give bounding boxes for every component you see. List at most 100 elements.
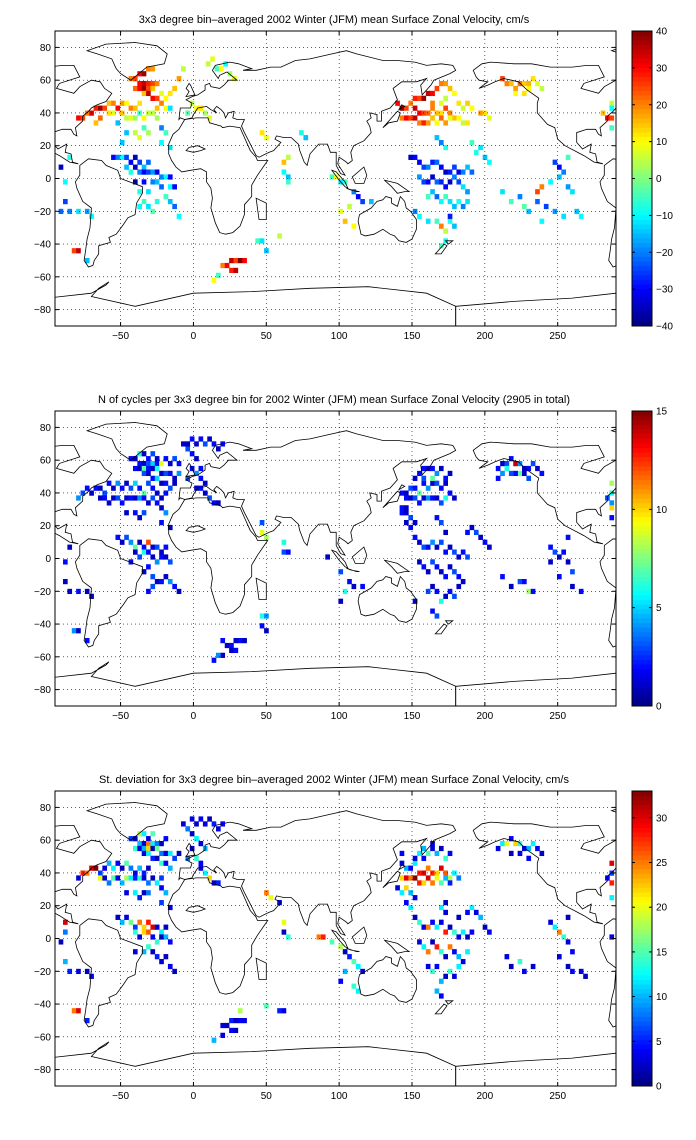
colorbar-swatch (632, 604, 652, 610)
data-cell (146, 929, 151, 935)
colorbar-swatch (632, 1016, 652, 1022)
data-cell (425, 544, 431, 550)
data-cell (526, 85, 532, 92)
data-cell (194, 456, 199, 462)
data-cell (434, 544, 440, 550)
colorbar-swatch (632, 827, 652, 833)
colorbar-swatch (632, 933, 652, 939)
data-cell (430, 939, 435, 945)
data-cell (119, 485, 125, 491)
data-cell (430, 465, 435, 472)
colorbar-swatch (632, 692, 652, 698)
data-cell (137, 203, 142, 210)
data-cell (583, 973, 588, 979)
data-cell (141, 90, 147, 97)
data-cell (482, 110, 488, 116)
data-cell (460, 929, 466, 935)
data-cell (259, 238, 265, 244)
data-cell (565, 963, 571, 970)
data-cell (159, 958, 164, 965)
data-cell (124, 510, 129, 516)
data-cell (189, 451, 195, 457)
data-cell (347, 578, 352, 585)
data-cell (93, 485, 99, 491)
data-cell (434, 963, 440, 970)
data-cell (443, 973, 448, 979)
data-cell (132, 836, 138, 842)
coastline (357, 575, 417, 623)
data-cell (232, 76, 237, 82)
data-cell (189, 831, 195, 837)
colorbar-swatch (632, 979, 652, 985)
data-cell (207, 436, 212, 442)
colorbar-swatch (632, 832, 652, 838)
data-cell (325, 554, 330, 560)
data-cell (172, 583, 177, 590)
data-cell (93, 105, 99, 111)
data-cell (159, 174, 164, 180)
data-cell (526, 855, 532, 861)
data-cell (443, 929, 448, 935)
colorbar-swatch (632, 215, 652, 221)
data-cell (425, 179, 431, 185)
data-cell (465, 164, 470, 170)
data-cell (132, 105, 138, 111)
data-cell (146, 460, 151, 467)
data-cell (159, 470, 164, 477)
data-cell (342, 968, 348, 975)
data-cell (430, 559, 435, 565)
data-cell (119, 539, 125, 545)
data-cell (443, 228, 448, 234)
data-cell (141, 510, 147, 516)
data-cell (456, 179, 462, 185)
y-tick-label: 0 (45, 174, 51, 185)
data-cell (176, 213, 182, 219)
data-cell (526, 80, 532, 87)
data-cell (443, 954, 448, 960)
data-cell (460, 549, 466, 555)
data-cell (76, 875, 81, 881)
coastline (185, 842, 196, 858)
data-cell (408, 875, 414, 881)
colorbar-swatch (632, 429, 652, 435)
data-cell (430, 174, 435, 180)
data-cell (216, 652, 221, 658)
coastline (455, 292, 616, 326)
data-cell (438, 865, 444, 871)
colorbar-swatch (632, 307, 652, 313)
x-tick-label: 100 (331, 711, 348, 722)
data-cell (119, 919, 125, 925)
data-cell (163, 480, 169, 486)
coastline (185, 462, 196, 478)
data-cell (137, 840, 142, 847)
data-cell (102, 105, 108, 111)
data-cell (141, 125, 147, 131)
data-cell (552, 208, 558, 215)
data-cell (159, 480, 164, 486)
data-cell (146, 845, 151, 852)
data-cell (205, 61, 211, 67)
data-cell (539, 85, 545, 92)
colorbar-swatch (632, 81, 652, 87)
data-cell (259, 130, 265, 136)
data-cell (167, 559, 173, 565)
colorbar-swatch (632, 609, 652, 615)
colorbar-swatch (632, 818, 652, 824)
data-cell (281, 919, 287, 925)
colorbar-swatch (632, 892, 652, 898)
data-cell (207, 816, 212, 822)
data-cell (403, 505, 409, 511)
data-cell (438, 223, 444, 229)
colorbar-swatch (632, 850, 652, 856)
data-cell (159, 100, 164, 106)
data-cell (434, 988, 440, 994)
data-cell (150, 574, 156, 580)
coastline (185, 525, 207, 533)
data-cell (132, 130, 138, 136)
data-cell (154, 105, 160, 111)
data-cell (141, 840, 147, 847)
data-cell (412, 860, 418, 866)
data-cell (421, 924, 427, 930)
colorbar-swatch (632, 1012, 652, 1018)
data-cell (530, 963, 536, 970)
